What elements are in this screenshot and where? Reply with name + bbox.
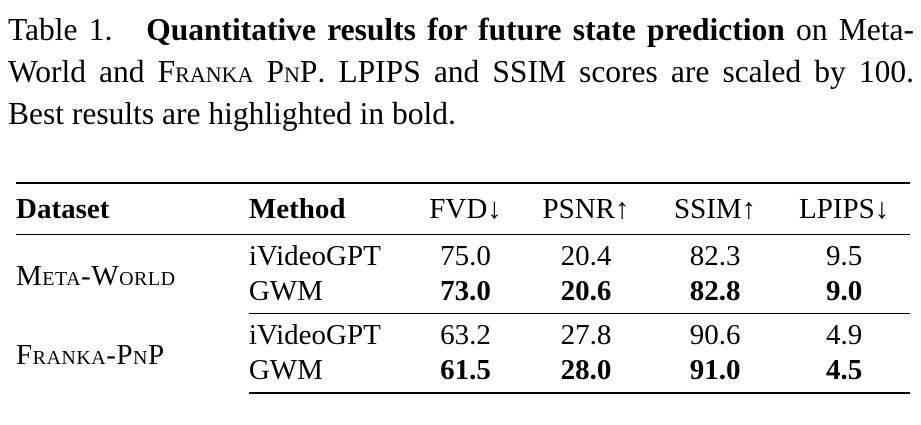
caption-label: Table 1.: [8, 12, 113, 47]
table-row: Franka-PnP iVideoGPT 63.2 27.8 90.6 4.9: [16, 314, 910, 371]
lpips-cell: 9.5: [826, 240, 863, 272]
ssim-cell: 82.3: [689, 240, 741, 272]
caption-title: Quantitative results for future state pr…: [146, 12, 785, 47]
caption-text-1: on Meta-World and: [8, 12, 914, 89]
fvd-cell: 61.5: [410, 353, 521, 394]
header-ssim: SSIM↑: [651, 182, 779, 235]
method-cell: iVideoGPT: [248, 240, 381, 272]
fvd-cell: 63.2: [440, 319, 491, 351]
method-cell: GWM: [248, 274, 411, 314]
table-row: GWM 73.0 20.6 82.8 9.0: [16, 274, 910, 314]
table-row: GWM 61.5 28.0 91.0 4.5: [16, 353, 910, 394]
method-cell: GWM: [248, 353, 411, 394]
table-header-row: Dataset Method FVD↓ PSNR↑ SSIM↑ LPIPS↓: [16, 182, 910, 235]
table-row: Meta-World iVideoGPT 75.0 20.4 82.3 9.5: [16, 235, 910, 292]
table-caption: Table 1. Quantitative results for future…: [8, 9, 914, 135]
header-dataset: Dataset: [16, 182, 249, 235]
lpips-cell: 9.0: [778, 274, 910, 314]
header-psnr: PSNR↑: [520, 182, 652, 235]
lpips-cell: 4.9: [826, 319, 863, 351]
psnr-cell: 28.0: [520, 353, 652, 394]
dataset-cell: Franka-PnP: [16, 338, 165, 371]
psnr-cell: 20.6: [520, 274, 652, 314]
results-table: Dataset Method FVD↓ PSNR↑ SSIM↑ LPIPS↓ M…: [16, 182, 910, 394]
ssim-cell: 90.6: [689, 319, 741, 351]
ssim-cell: 91.0: [651, 353, 779, 394]
dataset-cell: Meta-World: [16, 259, 176, 292]
header-method: Method: [248, 182, 411, 235]
caption-text-2: . LPIPS and SSIM scores are scaled by 10…: [8, 54, 914, 131]
psnr-cell: 20.4: [560, 240, 612, 272]
fvd-cell: 75.0: [440, 240, 491, 272]
psnr-cell: 27.8: [560, 319, 612, 351]
header-lpips: LPIPS↓: [778, 182, 910, 235]
method-cell: iVideoGPT: [248, 319, 381, 351]
ssim-cell: 82.8: [651, 274, 779, 314]
lpips-cell: 4.5: [778, 353, 910, 394]
fvd-cell: 73.0: [410, 274, 521, 314]
caption-franka: Franka PnP: [157, 54, 318, 89]
header-fvd: FVD↓: [410, 182, 521, 235]
